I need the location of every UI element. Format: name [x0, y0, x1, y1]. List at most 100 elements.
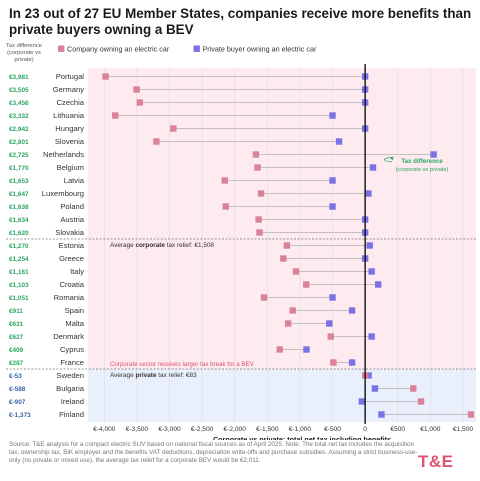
source-note: Source: T&E analysis for a compact elect…	[9, 441, 418, 464]
row-croatia: €1,103 Croatia	[9, 280, 382, 289]
country-label: Hungary	[55, 124, 84, 133]
company-marker	[254, 164, 261, 171]
row-bulgaria: €-588 Bulgaria	[9, 384, 417, 393]
row-finland: €-1,373 Finland	[9, 410, 475, 419]
tax-difference-value: €-1,373	[9, 412, 31, 419]
x-tick-label: €-3,500	[126, 426, 149, 433]
x-tick-label: 0	[363, 426, 367, 433]
row-lithuania: €3,332 Lithuania	[9, 111, 336, 120]
row-belgium: €1,770 Belgium	[9, 163, 377, 172]
chart-legend: Company owning an electric car Private bu…	[58, 45, 317, 54]
private-buyer-marker	[369, 164, 377, 171]
row-cyprus: €409 Cyprus	[9, 345, 310, 354]
row-romania: €1,051 Romania	[9, 293, 336, 302]
chart-axis: €-4,000 €-3,500 €-3,000 €-2,500 €-2,000 €-1,5…	[6, 43, 473, 440]
tax-difference-value: €1,638	[9, 204, 29, 211]
country-label: Greece	[59, 254, 84, 263]
x-tick-label: €1,000	[420, 426, 441, 433]
tax-difference-value: €1,653	[9, 178, 29, 185]
row-france: €287 France	[9, 358, 356, 367]
x-tick-label: €1,500	[453, 426, 474, 433]
tax-difference-value: €1,270	[9, 243, 29, 250]
company-marker	[283, 242, 291, 249]
country-label: Netherlands	[43, 150, 84, 159]
chart-rows: €3,981 Portugal €3,505 Germany €3,456 Czechia…	[9, 72, 475, 419]
country-label: Slovenia	[55, 137, 85, 146]
chart-annotations: Average corporate tax relief: €1,508 Aver…	[6, 156, 476, 379]
avg-corporate-note: Average corporate tax relief: €1,508	[110, 242, 214, 249]
company-marker	[467, 411, 475, 418]
tax-difference-value: €1,161	[9, 269, 29, 276]
country-label: Bulgaria	[56, 384, 85, 393]
private-buyer-marker	[368, 268, 375, 275]
tax-difference-value: €631	[9, 321, 24, 328]
private-buyer-marker	[371, 385, 379, 392]
country-label: Latvia	[64, 176, 85, 185]
company-marker	[276, 346, 283, 353]
tax-difference-value: €627	[9, 334, 24, 341]
country-label: Czechia	[57, 98, 85, 107]
company-marker	[133, 86, 140, 93]
company-marker	[221, 177, 228, 184]
company-marker	[257, 190, 265, 197]
country-label: Italy	[70, 267, 84, 276]
country-label: Romania	[54, 293, 85, 302]
company-marker	[153, 138, 160, 145]
legend-label: Company owning an electric car	[67, 45, 170, 54]
x-tick-label: €-4,000	[93, 426, 116, 433]
company-marker	[303, 281, 310, 288]
x-tick-label: €-2,000	[224, 426, 247, 433]
country-label: Denmark	[53, 332, 84, 341]
diff-column-header: Tax difference (corporate vs private)	[6, 43, 42, 63]
tax-difference-callout: Tax difference	[401, 158, 443, 165]
legend-private-swatch	[193, 45, 200, 52]
x-axis-label: Corporate vs private: total net tax incl…	[213, 435, 391, 440]
private-buyer-marker	[358, 398, 366, 405]
company-marker	[102, 73, 109, 80]
country-label: Finland	[59, 410, 84, 419]
country-label: Sweden	[57, 371, 84, 380]
private-buyer-marker	[329, 294, 336, 301]
tax-difference-value: €-53	[9, 373, 22, 380]
tax-difference-value: €1,051	[9, 295, 29, 302]
tax-difference-arrowhead	[389, 156, 394, 161]
country-label: Croatia	[60, 280, 85, 289]
tax-difference-value: €1,634	[9, 217, 29, 224]
private-buyer-marker	[366, 242, 373, 249]
legend-item: Private buyer owning an electric car	[193, 45, 317, 54]
tax-difference-value: €287	[9, 360, 24, 367]
company-marker	[255, 216, 262, 223]
company-marker	[410, 385, 417, 392]
company-marker	[252, 151, 260, 158]
private-buyer-marker	[365, 190, 372, 197]
row-ireland: €-907 Ireland	[9, 397, 425, 406]
private-buyer-marker	[348, 359, 356, 366]
company-marker	[330, 359, 337, 366]
company-marker	[112, 112, 119, 119]
country-label: France	[60, 358, 84, 367]
band-corporate-advantage	[88, 68, 476, 369]
tax-difference-value: €3,981	[9, 74, 29, 81]
band-private-advantage	[88, 369, 476, 422]
private-buyer-marker	[329, 177, 336, 184]
tax-difference-value: €911	[9, 308, 23, 315]
company-marker	[292, 268, 300, 275]
x-tick-label: €-500	[324, 426, 341, 433]
tax-difference-value: €2,801	[9, 139, 29, 146]
tax-difference-value: €3,332	[9, 113, 29, 120]
x-tick-label: €-2,500	[191, 426, 214, 433]
legend-company-swatch	[58, 45, 65, 52]
country-label: Belgium	[57, 163, 84, 172]
company-marker	[256, 229, 263, 236]
country-label: Poland	[60, 202, 84, 211]
country-label: Luxembourg	[42, 189, 84, 198]
tax-difference-value: €409	[9, 347, 24, 354]
private-buyer-marker	[378, 411, 385, 418]
row-latvia: €1,653 Latvia	[9, 176, 336, 185]
row-italy: €1,161 Italy	[9, 267, 375, 276]
country-label: Lithuania	[53, 111, 85, 120]
tax-difference-value: €1,254	[9, 256, 29, 263]
chart-title: In 23 out of 27 EU Member States, compan…	[9, 6, 472, 37]
company-marker	[417, 398, 425, 405]
